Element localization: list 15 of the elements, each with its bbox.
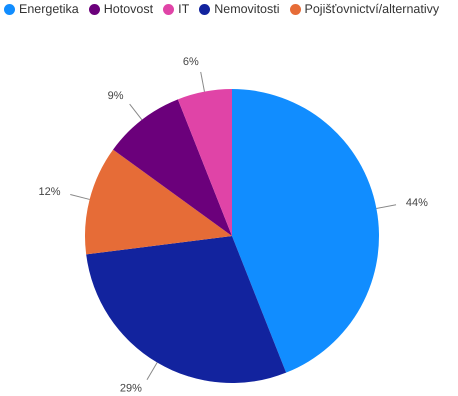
legend-label: Energetika <box>19 2 79 16</box>
legend-label: Nemovitosti <box>214 2 280 16</box>
legend-label: IT <box>178 2 190 16</box>
data-label: 44% <box>406 196 428 209</box>
pie-slice <box>232 89 379 373</box>
legend-label: Pojišťovnictví/alternativy <box>304 2 440 16</box>
data-label: 12% <box>38 186 61 198</box>
pie-slice <box>85 150 232 254</box>
pie-slice <box>86 236 286 383</box>
data-label: 9% <box>108 90 124 102</box>
data-label: 29% <box>120 382 142 394</box>
pie-slice <box>178 89 232 236</box>
pie-slice <box>113 99 232 236</box>
data-label: 6% <box>182 56 200 68</box>
legend-label: Hotovost <box>104 2 154 16</box>
